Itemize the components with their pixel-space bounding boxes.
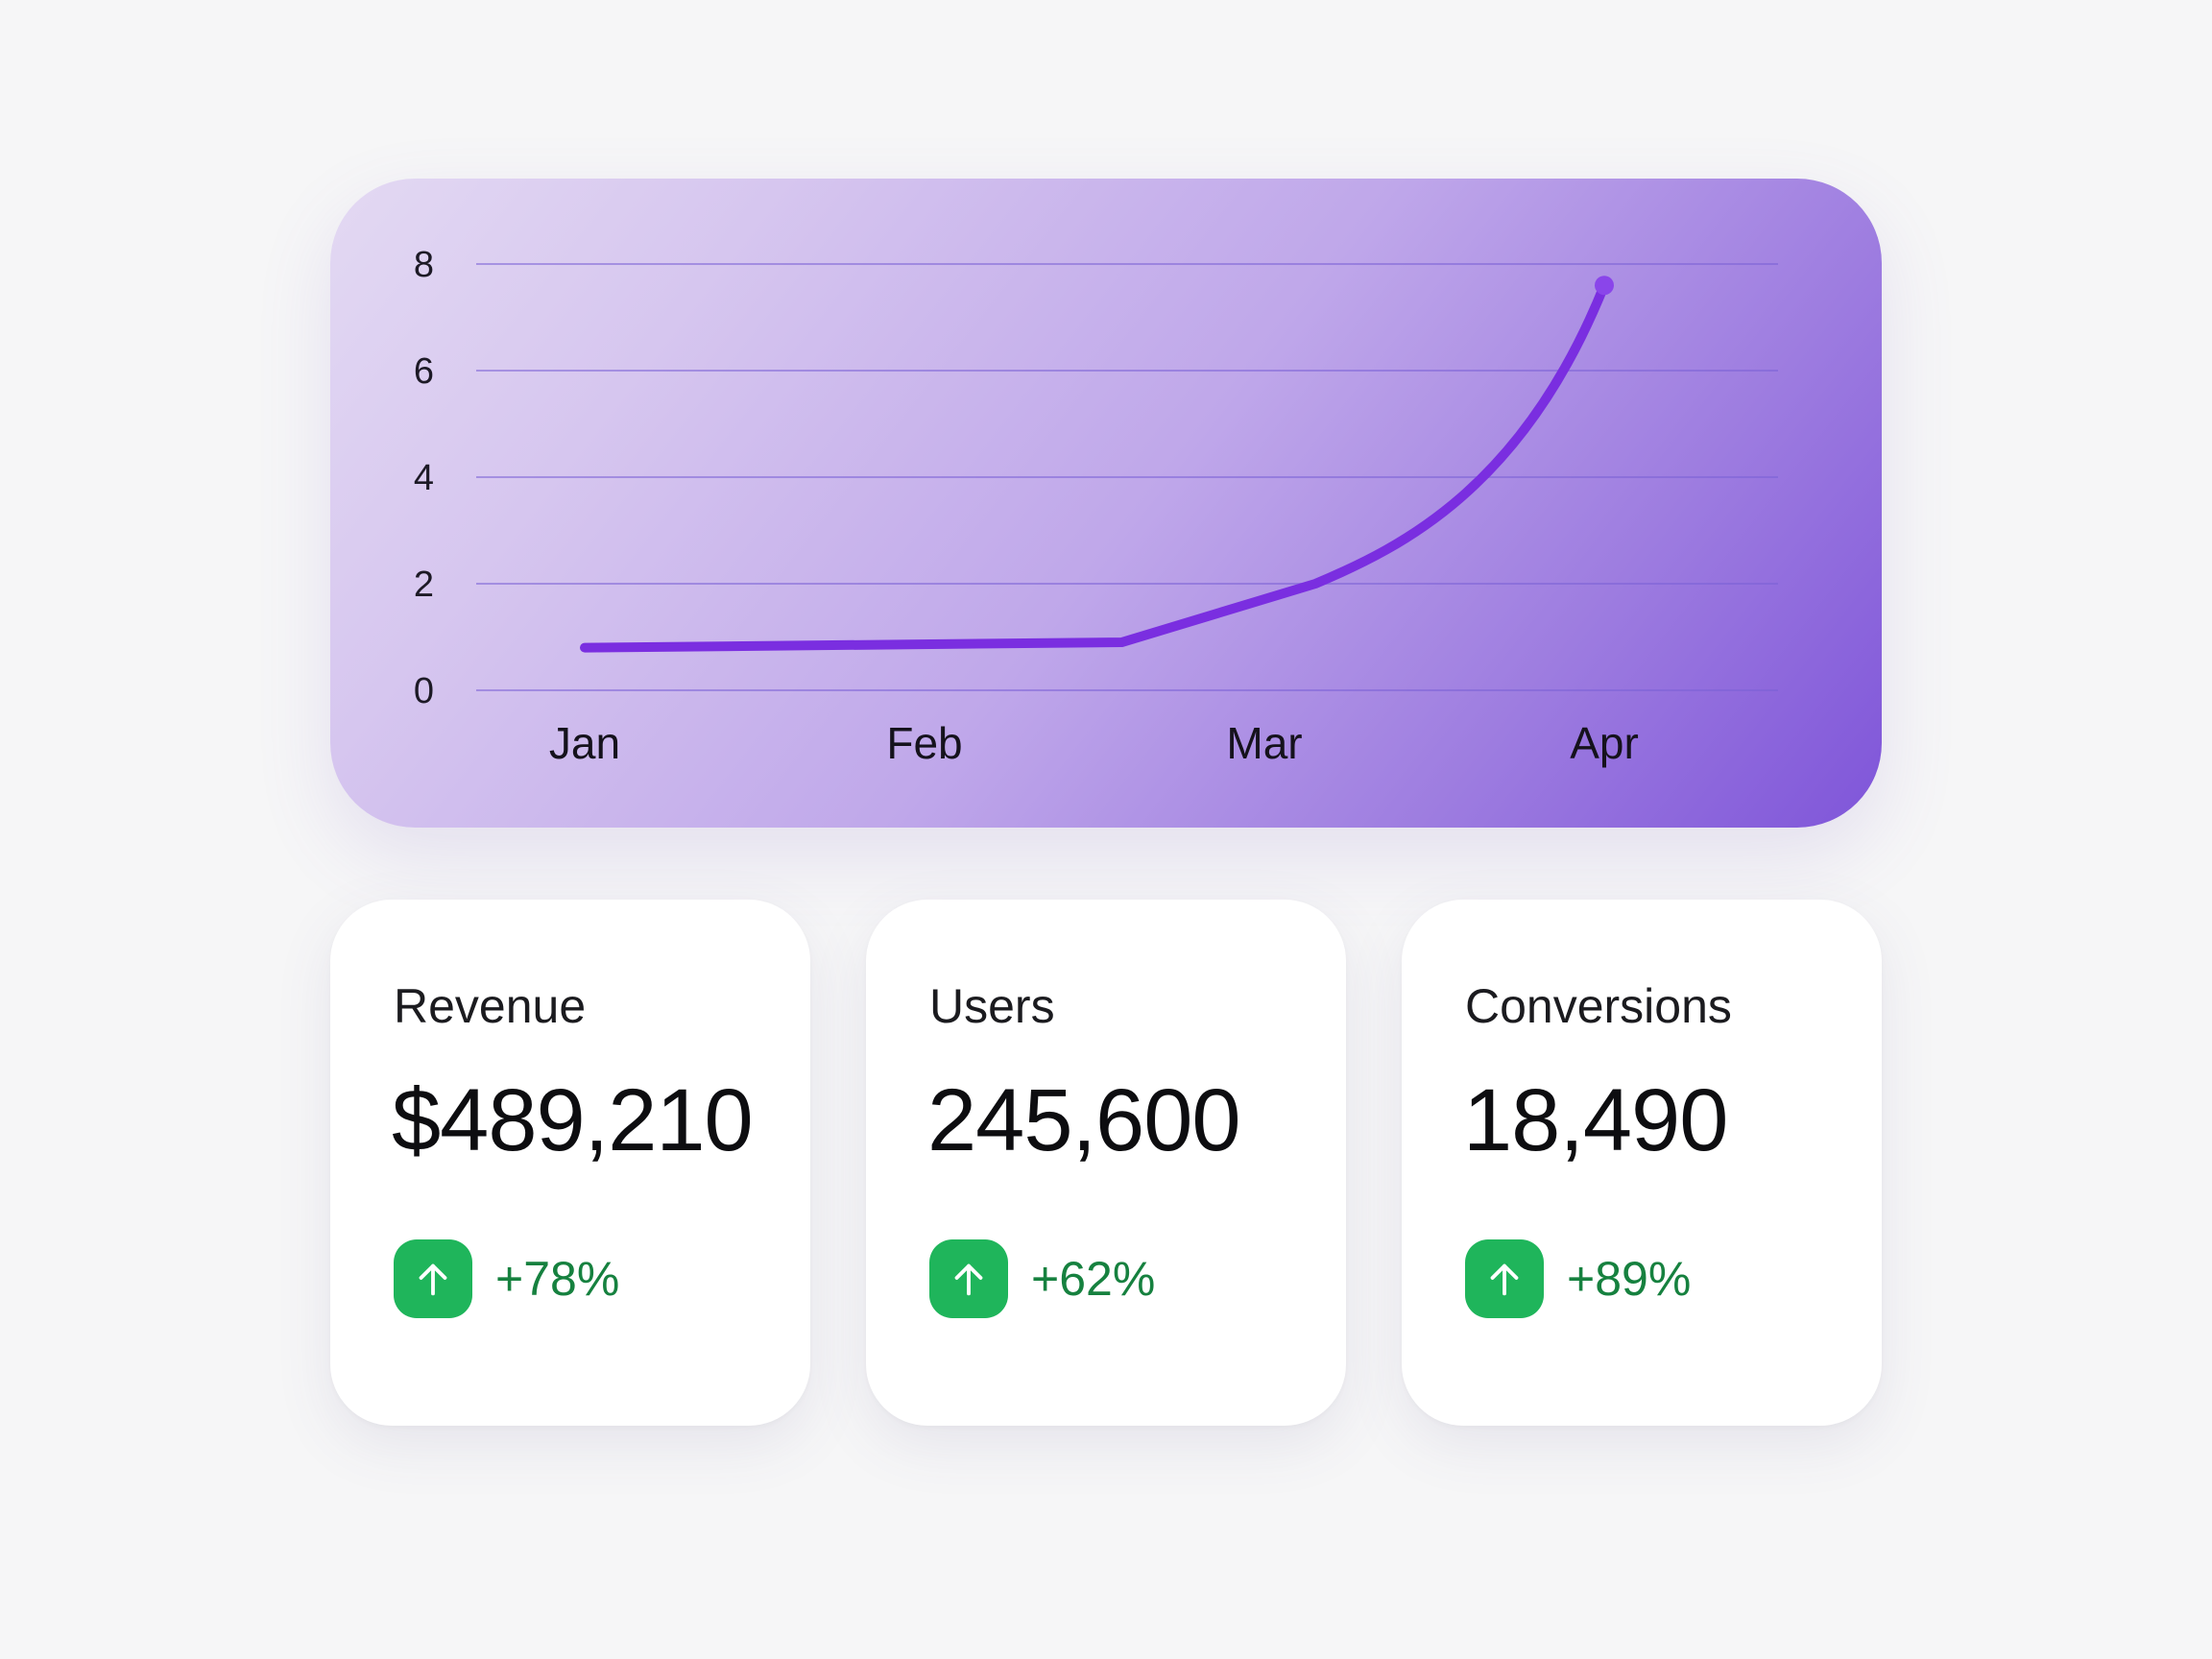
series-line	[580, 280, 1609, 653]
stat-value: $489,210	[392, 1071, 754, 1169]
line-chart: 0 2 4 6 8 Jan Feb Mar Apr	[414, 245, 1778, 768]
trend-percentage: +62%	[1031, 1252, 1156, 1306]
trend-indicator: +62%	[929, 1239, 1155, 1318]
y-axis-ticks: 0 2 4 6 8	[414, 245, 434, 711]
y-tick-label: 4	[414, 458, 434, 498]
trend-indicator: +89%	[1465, 1239, 1691, 1318]
stat-card-users: Users 245,600 +62%	[866, 900, 1346, 1426]
series-line-layer	[580, 276, 1614, 653]
x-tick-label: Apr	[1570, 718, 1639, 768]
arrow-up-icon	[394, 1239, 472, 1318]
stat-label: Users	[929, 979, 1055, 1033]
stat-label: Revenue	[394, 979, 587, 1033]
series-end-point	[1595, 276, 1614, 296]
y-tick-label: 0	[414, 671, 434, 711]
trend-percentage: +89%	[1567, 1252, 1692, 1306]
y-tick-label: 8	[414, 245, 434, 285]
arrow-up-icon	[1465, 1239, 1544, 1318]
arrow-up-icon	[929, 1239, 1008, 1318]
x-axis-ticks: Jan Feb Mar Apr	[549, 718, 1639, 768]
stat-label: Conversions	[1465, 979, 1732, 1033]
stat-card-revenue: Revenue $489,210 +78%	[330, 900, 810, 1426]
stat-value: 18,490	[1463, 1071, 1728, 1169]
x-tick-label: Jan	[549, 718, 620, 768]
y-tick-label: 6	[414, 351, 434, 392]
stat-value: 245,600	[927, 1071, 1241, 1169]
x-tick-label: Mar	[1226, 718, 1302, 768]
trend-percentage: +78%	[495, 1252, 620, 1306]
y-tick-label: 2	[414, 565, 434, 605]
stat-card-conversions: Conversions 18,490 +89%	[1402, 900, 1882, 1426]
x-tick-label: Feb	[886, 718, 962, 768]
line-chart-card: 0 2 4 6 8 Jan Feb Mar Apr	[330, 179, 1882, 828]
trend-indicator: +78%	[394, 1239, 619, 1318]
